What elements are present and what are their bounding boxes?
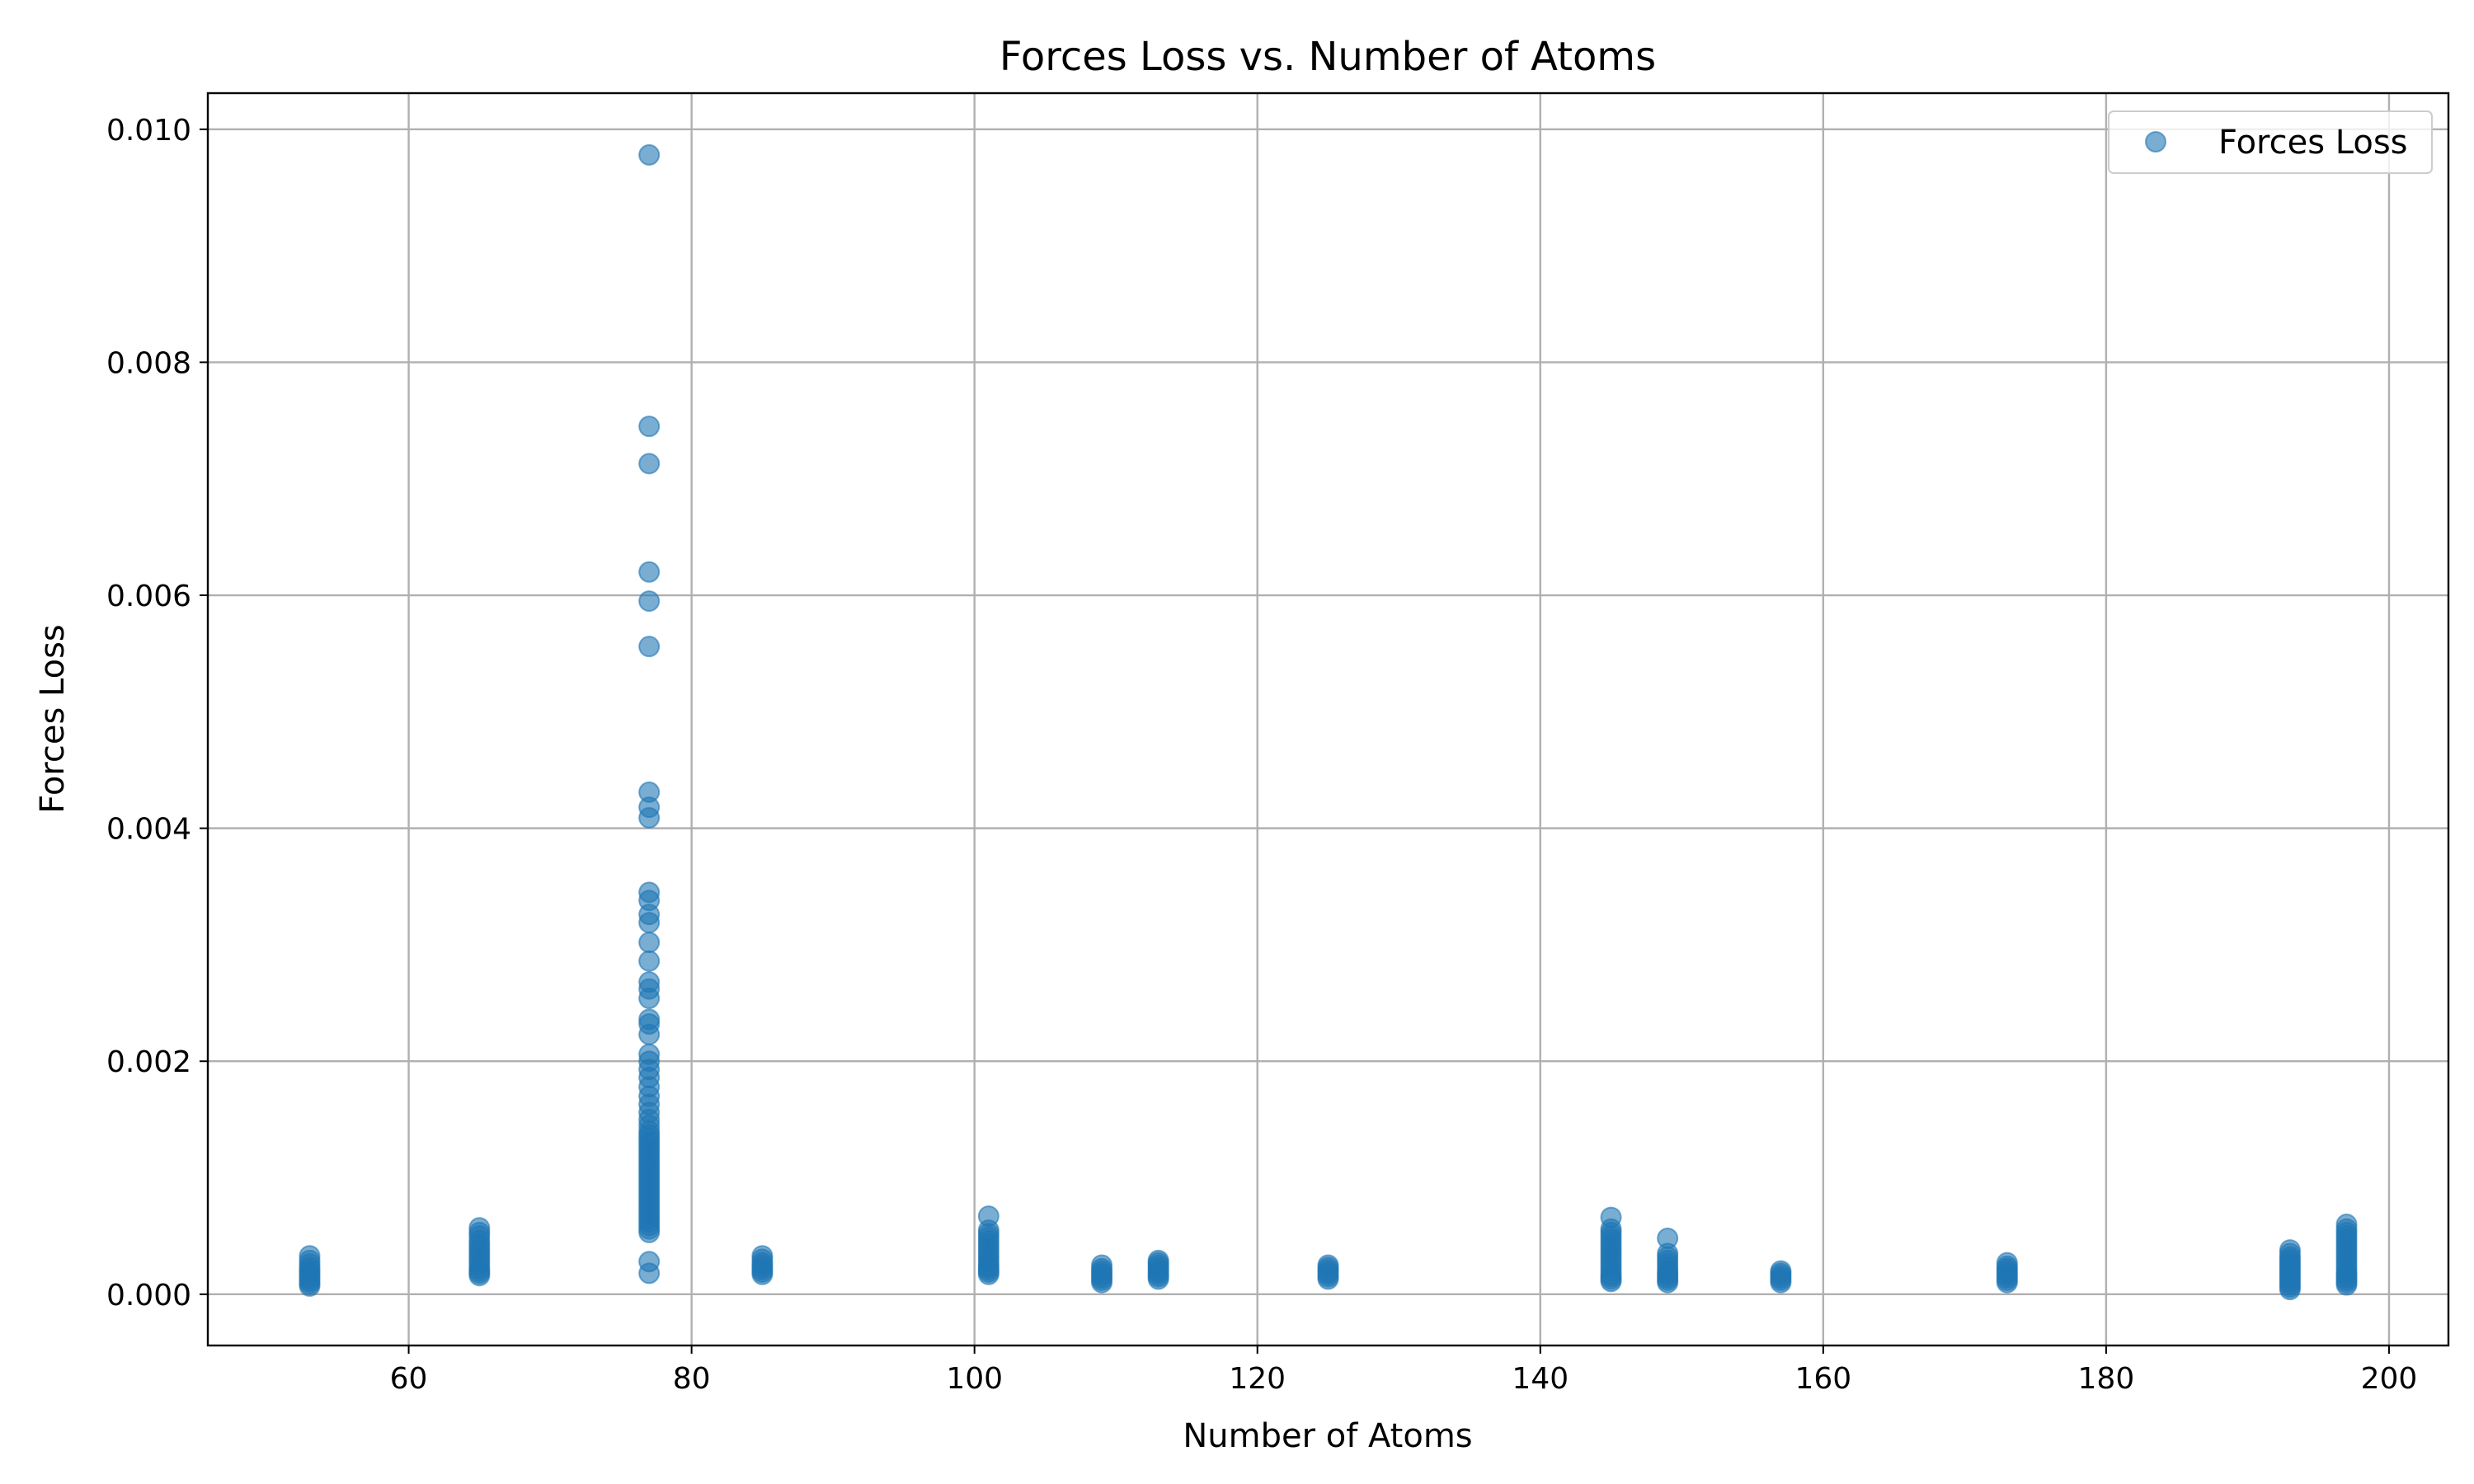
data-point — [1657, 1228, 1679, 1250]
data-point — [638, 1008, 661, 1031]
data-point — [638, 453, 661, 475]
x-axis-label: Number of Atoms — [1183, 1417, 1472, 1455]
data-point — [638, 1043, 661, 1065]
data-point — [299, 1245, 321, 1267]
y-axis-label: Forces Loss — [34, 624, 72, 814]
x-axis-ticks: 60 80 100 120 140 160 180 200 — [390, 1345, 2418, 1396]
data-point — [638, 636, 661, 658]
x-tick-label: 120 — [1229, 1362, 1286, 1396]
y-tick-label: 0.008 — [106, 346, 191, 380]
data-point — [638, 416, 661, 438]
data-point — [638, 561, 661, 583]
data-point — [1996, 1252, 2018, 1274]
data-point — [2335, 1214, 2358, 1236]
x-tick-label: 140 — [1512, 1362, 1569, 1396]
data-point — [468, 1217, 491, 1239]
grid — [208, 93, 2448, 1345]
legend-box — [2108, 110, 2433, 174]
legend-label: Forces Loss — [2218, 124, 2408, 162]
data-points — [299, 143, 2358, 1301]
y-axis-ticks: 0.000 0.002 0.004 0.006 0.008 0.010 — [106, 114, 208, 1313]
y-tick-label: 0.010 — [106, 114, 191, 148]
legend: Forces Loss — [2108, 110, 2433, 174]
data-point — [1317, 1254, 1339, 1276]
y-tick-label: 0.002 — [106, 1045, 191, 1079]
x-tick-label: 80 — [673, 1362, 711, 1396]
data-point — [977, 1205, 999, 1228]
y-tick-label: 0.000 — [106, 1279, 191, 1313]
data-point — [1091, 1254, 1113, 1276]
x-tick-label: 60 — [390, 1362, 428, 1396]
x-tick-label: 100 — [946, 1362, 1003, 1396]
data-point — [638, 950, 661, 972]
legend-marker — [2145, 131, 2166, 153]
x-tick-label: 200 — [2361, 1362, 2418, 1396]
data-point — [638, 781, 661, 803]
data-point — [1770, 1260, 1792, 1282]
data-point — [2279, 1239, 2301, 1261]
data-point — [638, 932, 661, 954]
data-point — [638, 881, 661, 904]
plot-area-frame — [206, 92, 2450, 1347]
data-point — [1147, 1249, 1169, 1271]
data-point — [1600, 1206, 1622, 1228]
data-point — [638, 1251, 661, 1273]
y-tick-label: 0.004 — [106, 813, 191, 847]
data-point — [638, 971, 661, 993]
chart-title: Forces Loss vs. Number of Atoms — [999, 34, 1656, 80]
data-point — [638, 590, 661, 613]
x-tick-label: 180 — [2078, 1362, 2135, 1396]
data-point — [751, 1245, 774, 1267]
x-tick-label: 160 — [1794, 1362, 1851, 1396]
data-point — [638, 143, 661, 166]
y-tick-label: 0.006 — [106, 580, 191, 613]
